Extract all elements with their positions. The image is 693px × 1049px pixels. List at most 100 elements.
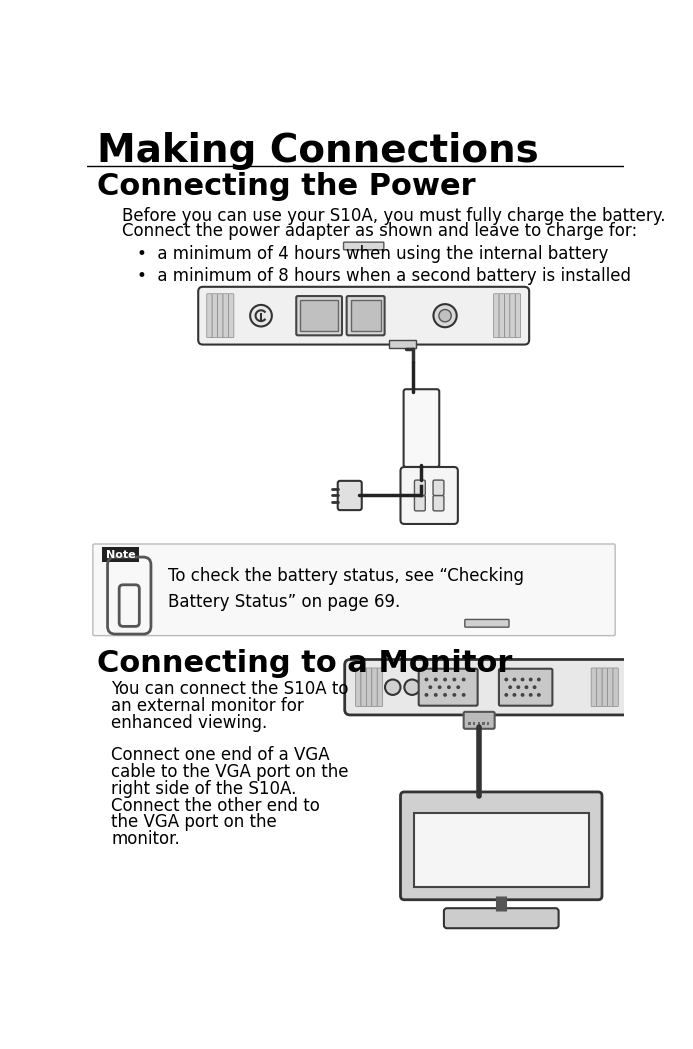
Text: right side of the S10A.: right side of the S10A.	[112, 779, 297, 797]
FancyBboxPatch shape	[346, 296, 385, 336]
FancyBboxPatch shape	[361, 668, 367, 706]
FancyBboxPatch shape	[597, 668, 602, 706]
Circle shape	[462, 693, 466, 697]
Circle shape	[513, 693, 516, 697]
FancyBboxPatch shape	[223, 294, 229, 338]
FancyBboxPatch shape	[377, 668, 383, 706]
Circle shape	[533, 685, 536, 689]
Circle shape	[428, 685, 432, 689]
Bar	[389, 340, 416, 347]
Circle shape	[405, 680, 420, 694]
Circle shape	[433, 304, 457, 327]
Circle shape	[439, 309, 451, 322]
Circle shape	[443, 678, 447, 682]
Text: Note: Note	[106, 550, 136, 560]
FancyBboxPatch shape	[465, 620, 509, 627]
FancyBboxPatch shape	[499, 668, 552, 706]
Text: Connect one end of a VGA: Connect one end of a VGA	[112, 746, 330, 764]
Circle shape	[529, 678, 533, 682]
FancyBboxPatch shape	[510, 294, 515, 338]
FancyBboxPatch shape	[602, 668, 608, 706]
FancyBboxPatch shape	[419, 668, 477, 706]
FancyBboxPatch shape	[493, 294, 499, 338]
FancyBboxPatch shape	[591, 668, 597, 706]
FancyBboxPatch shape	[401, 467, 458, 523]
Circle shape	[434, 693, 438, 697]
FancyBboxPatch shape	[499, 294, 505, 338]
FancyBboxPatch shape	[212, 294, 218, 338]
FancyBboxPatch shape	[344, 242, 384, 250]
Circle shape	[434, 678, 438, 682]
Bar	[487, 722, 489, 725]
Circle shape	[447, 685, 451, 689]
Circle shape	[513, 678, 516, 682]
Text: monitor.: monitor.	[112, 831, 180, 849]
Circle shape	[537, 693, 541, 697]
Text: Connecting to a Monitor: Connecting to a Monitor	[98, 649, 513, 679]
Circle shape	[456, 685, 460, 689]
FancyBboxPatch shape	[401, 792, 602, 900]
Circle shape	[516, 685, 520, 689]
Circle shape	[520, 678, 525, 682]
Text: Connect the other end to: Connect the other end to	[112, 796, 320, 815]
FancyBboxPatch shape	[444, 908, 559, 928]
Bar	[414, 813, 589, 886]
FancyBboxPatch shape	[433, 495, 444, 511]
FancyBboxPatch shape	[416, 479, 427, 487]
FancyBboxPatch shape	[367, 668, 372, 706]
Text: •  a minimum of 8 hours when a second battery is installed: • a minimum of 8 hours when a second bat…	[137, 266, 631, 284]
FancyBboxPatch shape	[356, 668, 361, 706]
FancyBboxPatch shape	[344, 660, 629, 715]
Bar	[468, 722, 471, 725]
Text: the VGA port on the: the VGA port on the	[112, 813, 277, 832]
Text: Connect the power adapter as shown and leave to charge for:: Connect the power adapter as shown and l…	[121, 222, 637, 240]
Text: You can connect the S10A to: You can connect the S10A to	[112, 681, 349, 699]
Bar	[300, 300, 338, 331]
FancyBboxPatch shape	[464, 712, 495, 729]
Circle shape	[453, 678, 456, 682]
Circle shape	[385, 680, 401, 694]
FancyBboxPatch shape	[403, 389, 439, 467]
Text: cable to the VGA port on the: cable to the VGA port on the	[112, 763, 349, 780]
FancyBboxPatch shape	[207, 294, 212, 338]
Text: •  a minimum of 4 hours when using the internal battery: • a minimum of 4 hours when using the in…	[137, 245, 608, 263]
FancyBboxPatch shape	[337, 480, 362, 510]
FancyBboxPatch shape	[229, 294, 234, 338]
Circle shape	[443, 693, 447, 697]
Circle shape	[250, 305, 272, 326]
Circle shape	[525, 685, 528, 689]
Circle shape	[505, 678, 508, 682]
FancyBboxPatch shape	[433, 480, 444, 495]
FancyBboxPatch shape	[297, 296, 342, 336]
Text: Making Connections: Making Connections	[98, 132, 539, 170]
Bar	[351, 300, 380, 331]
FancyBboxPatch shape	[372, 668, 377, 706]
FancyBboxPatch shape	[93, 544, 615, 636]
Text: Before you can use your S10A, you must fully charge the battery.: Before you can use your S10A, you must f…	[121, 207, 665, 224]
Circle shape	[520, 693, 525, 697]
Circle shape	[508, 685, 512, 689]
Text: To check the battery status, see “Checking
Battery Status” on page 69.: To check the battery status, see “Checki…	[168, 568, 524, 612]
Text: Connecting the Power: Connecting the Power	[98, 172, 476, 201]
FancyBboxPatch shape	[515, 294, 520, 338]
Circle shape	[462, 678, 466, 682]
Circle shape	[505, 693, 508, 697]
Circle shape	[453, 693, 456, 697]
Circle shape	[425, 693, 428, 697]
Circle shape	[537, 678, 541, 682]
Bar	[473, 722, 475, 725]
Bar	[482, 722, 484, 725]
FancyBboxPatch shape	[218, 294, 223, 338]
FancyBboxPatch shape	[613, 668, 618, 706]
FancyBboxPatch shape	[414, 480, 426, 495]
Bar	[477, 722, 480, 725]
FancyBboxPatch shape	[505, 294, 510, 338]
Circle shape	[438, 685, 441, 689]
FancyBboxPatch shape	[414, 495, 426, 511]
Text: an external monitor for: an external monitor for	[112, 698, 304, 715]
Circle shape	[425, 678, 428, 682]
Circle shape	[529, 693, 533, 697]
Bar	[102, 548, 139, 562]
FancyBboxPatch shape	[608, 668, 613, 706]
FancyBboxPatch shape	[198, 286, 529, 344]
